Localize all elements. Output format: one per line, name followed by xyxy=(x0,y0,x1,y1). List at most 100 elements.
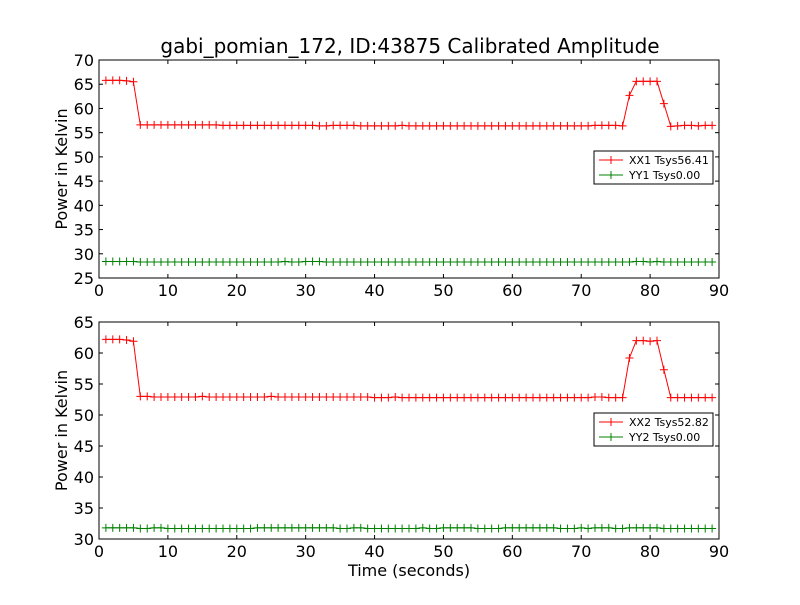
data-point xyxy=(143,392,152,401)
data-point xyxy=(501,393,510,402)
data-point xyxy=(101,257,110,266)
data-point xyxy=(480,121,489,130)
data-point xyxy=(322,393,331,402)
data-point xyxy=(143,120,152,129)
x-tick-label: 70 xyxy=(571,542,591,561)
data-point xyxy=(184,524,193,533)
data-point xyxy=(274,393,283,402)
data-point xyxy=(150,523,159,532)
data-point xyxy=(122,76,131,85)
data-point xyxy=(115,257,124,266)
data-point xyxy=(356,258,365,267)
data-point xyxy=(391,258,400,267)
data-point xyxy=(460,393,469,402)
data-point xyxy=(287,258,296,267)
data-point xyxy=(494,258,503,267)
data-point xyxy=(115,76,124,85)
data-point xyxy=(274,121,283,130)
x-tick-label: 30 xyxy=(295,281,315,300)
data-point xyxy=(101,76,110,85)
data-point xyxy=(494,121,503,130)
legend-label: XX2 Tsys52.82 xyxy=(629,416,709,429)
data-point xyxy=(549,393,558,402)
data-point xyxy=(563,524,572,533)
data-point xyxy=(494,524,503,533)
x-tick-label: 0 xyxy=(94,281,104,300)
data-point xyxy=(611,121,620,130)
data-point xyxy=(274,523,283,532)
x-tick-label: 90 xyxy=(709,281,729,300)
data-point xyxy=(480,524,489,533)
y-tick-label: 50 xyxy=(74,148,94,167)
data-point xyxy=(570,524,579,533)
data-point xyxy=(467,393,475,402)
data-point xyxy=(535,121,544,130)
data-point xyxy=(494,393,503,402)
data-point xyxy=(363,524,372,533)
x-tick-label: 70 xyxy=(571,281,591,300)
y-tick-label: 35 xyxy=(74,221,94,240)
data-point xyxy=(232,393,241,402)
data-point xyxy=(515,523,524,532)
data-point xyxy=(611,393,620,402)
data-point xyxy=(329,393,338,402)
data-point xyxy=(191,524,200,533)
data-point xyxy=(115,523,124,532)
data-point xyxy=(625,258,634,267)
data-point xyxy=(122,335,131,344)
data-point xyxy=(108,523,117,532)
data-point xyxy=(363,258,372,267)
data-point xyxy=(680,393,689,402)
data-point xyxy=(267,121,276,130)
data-point xyxy=(694,393,703,402)
data-point xyxy=(570,121,579,130)
data-point xyxy=(157,393,165,402)
data-point xyxy=(597,258,606,267)
data-point xyxy=(611,258,620,267)
data-point xyxy=(659,365,668,374)
plot-frame-2 xyxy=(98,321,720,540)
data-point xyxy=(632,336,641,345)
data-point xyxy=(308,121,317,130)
data-point xyxy=(219,524,227,533)
data-point xyxy=(473,121,482,130)
data-point xyxy=(377,258,386,267)
data-point xyxy=(439,258,448,267)
data-point xyxy=(274,258,283,267)
data-point xyxy=(597,393,606,402)
data-point xyxy=(432,524,441,533)
data-point xyxy=(418,523,427,532)
data-point xyxy=(425,258,434,267)
y-tick-label: 55 xyxy=(74,124,94,143)
data-point xyxy=(439,121,448,130)
data-point xyxy=(632,77,641,86)
data-point xyxy=(170,524,179,533)
data-point xyxy=(666,258,675,267)
data-point xyxy=(219,258,227,267)
data-point xyxy=(267,258,276,267)
data-point xyxy=(232,121,241,130)
data-point xyxy=(329,523,338,532)
data-point xyxy=(267,392,276,401)
data-point xyxy=(219,121,227,130)
data-point xyxy=(701,258,710,267)
data-point xyxy=(267,523,276,532)
data-point xyxy=(205,524,214,533)
data-point xyxy=(625,353,634,362)
data-point xyxy=(501,258,510,267)
data-point xyxy=(666,393,675,402)
data-point xyxy=(239,258,248,267)
data-point xyxy=(673,258,682,267)
data-point xyxy=(556,524,565,533)
data-point xyxy=(405,393,413,402)
data-point xyxy=(329,258,338,267)
data-point xyxy=(542,393,551,402)
data-point xyxy=(184,258,193,267)
data-point xyxy=(570,258,579,267)
data-point xyxy=(343,393,351,402)
data-point xyxy=(473,258,482,267)
data-point xyxy=(556,258,565,267)
x-tick-label: 0 xyxy=(94,542,104,561)
x-tick-label: 40 xyxy=(364,542,384,561)
data-point xyxy=(101,335,110,344)
